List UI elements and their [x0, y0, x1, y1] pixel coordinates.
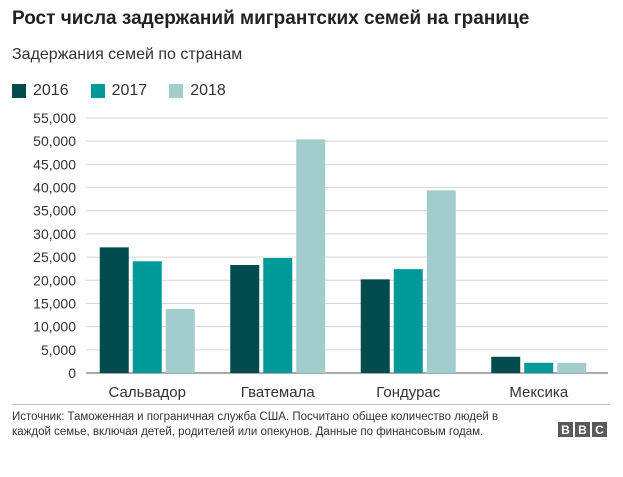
chart-subtitle: Задержания семей по странам	[12, 46, 243, 63]
bar-2017	[393, 269, 423, 373]
bar-2017	[524, 362, 554, 373]
footer-divider	[12, 404, 610, 405]
bbc-logo-letter: B	[558, 422, 573, 437]
source-note: Источник: Таможенная и пограничная служб…	[12, 411, 499, 438]
x-category-label: Гватемала	[241, 384, 316, 401]
y-tick-label: 0	[68, 365, 76, 381]
bar-2018	[165, 309, 195, 373]
legend-swatch-2017	[90, 84, 105, 98]
bar-2018	[426, 190, 456, 373]
legend-item-2016: 2016	[12, 82, 69, 100]
bar-2018	[296, 139, 326, 373]
x-category-label: Сальвадор	[109, 384, 187, 401]
y-tick-label: 20,000	[33, 272, 76, 288]
y-tick-label: 5,000	[41, 342, 76, 358]
bar-2016	[99, 247, 129, 373]
x-category-label: Мексика	[509, 384, 569, 401]
bbc-logo-letter: B	[575, 422, 590, 437]
bar-2017	[132, 261, 162, 373]
y-tick-label: 45,000	[33, 156, 76, 172]
y-tick-label: 10,000	[33, 319, 76, 335]
y-tick-label: 55,000	[33, 110, 76, 126]
legend-swatch-2016	[12, 84, 26, 98]
y-tick-label: 35,000	[33, 203, 76, 219]
bbc-logo-letter: C	[592, 422, 607, 437]
legend-label-2016: 2016	[33, 82, 69, 99]
bar-2018	[557, 362, 587, 373]
legend-item-2017: 2017	[90, 82, 148, 100]
bar-2016	[230, 264, 260, 373]
legend-label-2017: 2017	[111, 82, 148, 99]
bar-2016	[360, 279, 390, 373]
x-category-label: Гондурас	[376, 384, 441, 401]
bar-2017	[263, 258, 293, 373]
y-tick-label: 15,000	[33, 295, 76, 311]
legend: 2016 2017 2018	[12, 82, 248, 100]
y-tick-label: 50,000	[33, 133, 76, 149]
chart-title: Рост числа задержаний мигрантских семей …	[12, 8, 530, 29]
legend-swatch-2018	[169, 84, 184, 98]
y-tick-label: 40,000	[33, 180, 76, 196]
legend-item-2018: 2018	[169, 82, 226, 100]
bbc-logo: B B C	[556, 422, 607, 437]
y-tick-label: 25,000	[33, 249, 76, 265]
y-tick-label: 30,000	[33, 226, 76, 242]
legend-label-2018: 2018	[190, 82, 226, 99]
bar-2016	[491, 356, 521, 373]
